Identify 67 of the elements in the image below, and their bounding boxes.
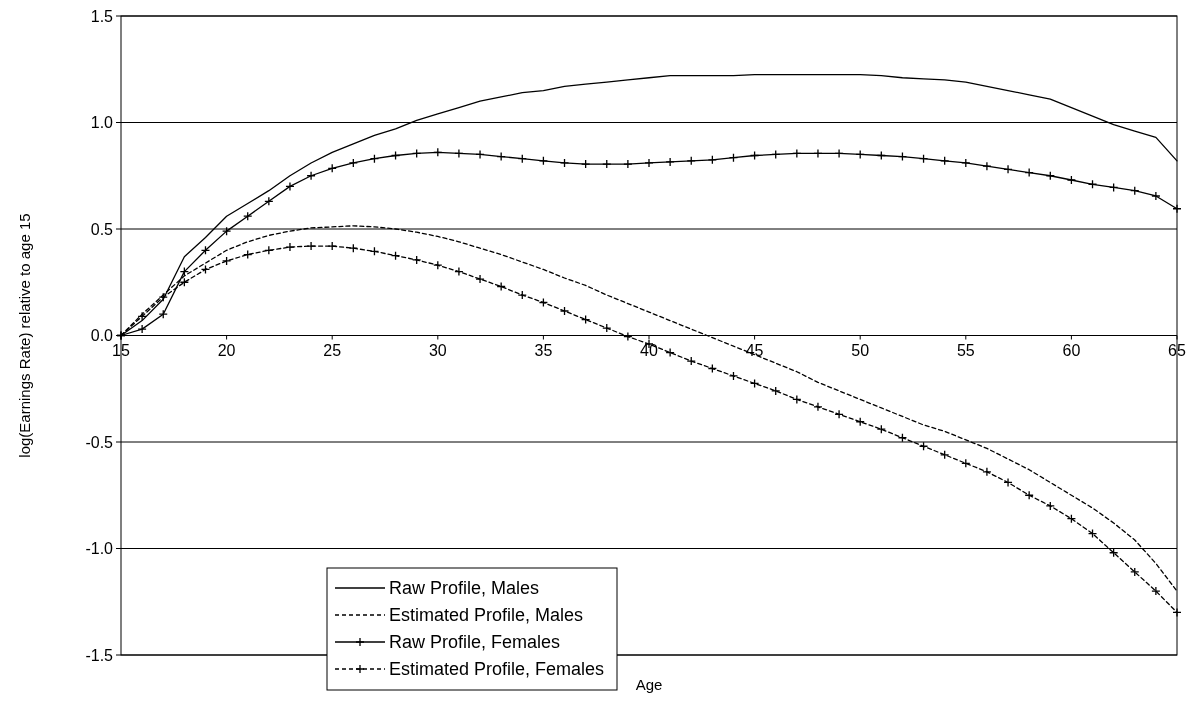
y-tick-label: -1.0 [85,540,114,558]
point [834,409,844,419]
point [306,171,316,181]
point [137,324,147,334]
x-tick-label: 35 [534,341,553,359]
x-tick-label: 30 [428,341,447,359]
point [348,158,358,168]
point [623,159,633,169]
point [1045,501,1055,511]
y-tick-label: 0.0 [90,327,114,345]
point [644,158,654,168]
point [665,347,675,358]
point [285,181,295,192]
point [559,158,570,168]
point [665,157,675,167]
x-tick-label: 45 [745,341,764,359]
point [475,274,485,284]
x-tick-label: 20 [217,341,236,359]
point [1003,477,1013,488]
point [412,255,422,265]
x-tick-label: 40 [640,341,658,359]
point [982,467,992,477]
point [1151,586,1161,596]
point [221,256,232,266]
y-tick-label: 1.0 [90,114,114,132]
point [454,266,464,277]
point [961,158,971,168]
x-tick-label: 60 [1062,341,1081,359]
point [580,159,591,169]
point [559,306,570,316]
point [623,331,633,342]
y-tick-label: 0.5 [90,220,114,238]
y-tick-label: 1.5 [90,7,114,25]
x-tick-label: 50 [851,341,870,359]
point [728,371,739,381]
x-tick-label: 15 [112,341,130,359]
point [1172,607,1182,618]
point [221,226,232,236]
point [1130,567,1140,577]
y-axis-title: log(Earnings Rate) relative to age 15 [16,213,33,458]
point [1172,204,1182,214]
point [306,241,316,251]
y-tick-label: -1.5 [85,646,114,664]
x-tick-label: 65 [1168,341,1186,359]
point [602,159,612,169]
point [813,402,823,412]
point [982,161,992,171]
point [475,149,485,160]
legend-label: Estimated Profile, Females [389,659,605,680]
point [517,290,527,300]
point [1066,175,1077,185]
x-axis-title: Age [635,676,663,693]
point [137,311,147,321]
y-tick-label: -0.5 [85,433,114,451]
point [1151,191,1161,201]
point [602,323,612,333]
x-tick-label: 55 [956,341,975,359]
x-tick-label: 25 [323,341,342,359]
point [327,241,337,251]
point [1003,164,1013,175]
legend-label: Raw Profile, Males [389,578,540,599]
point [771,386,781,396]
point [285,242,295,252]
point [686,356,696,366]
legend-label: Raw Profile, Females [389,632,561,653]
legend-label: Estimated Profile, Males [389,605,584,626]
point [454,148,464,159]
